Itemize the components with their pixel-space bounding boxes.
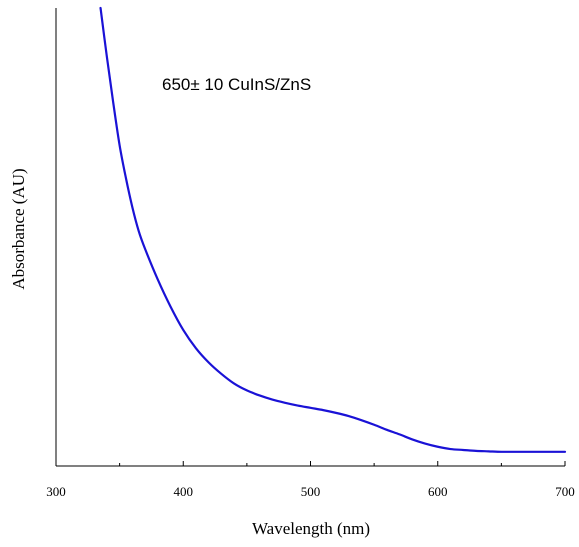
series-group	[99, 6, 567, 453]
x-tick-label: 700	[555, 484, 575, 499]
sample-annotation: 650± 10 CuInS/ZnS	[162, 75, 311, 94]
x-tick-label: 500	[301, 484, 321, 499]
x-ticks	[55, 461, 566, 466]
x-axis-title: Wavelength (nm)	[252, 519, 370, 538]
x-tick-label: 600	[428, 484, 448, 499]
x-tick-labels: 300 400 500 600 700	[46, 484, 575, 499]
x-tick-label: 300	[46, 484, 66, 499]
x-tick-label: 400	[174, 484, 194, 499]
y-axis-title: Absorbance (AU)	[9, 168, 28, 289]
absorbance-series-line	[99, 6, 567, 453]
